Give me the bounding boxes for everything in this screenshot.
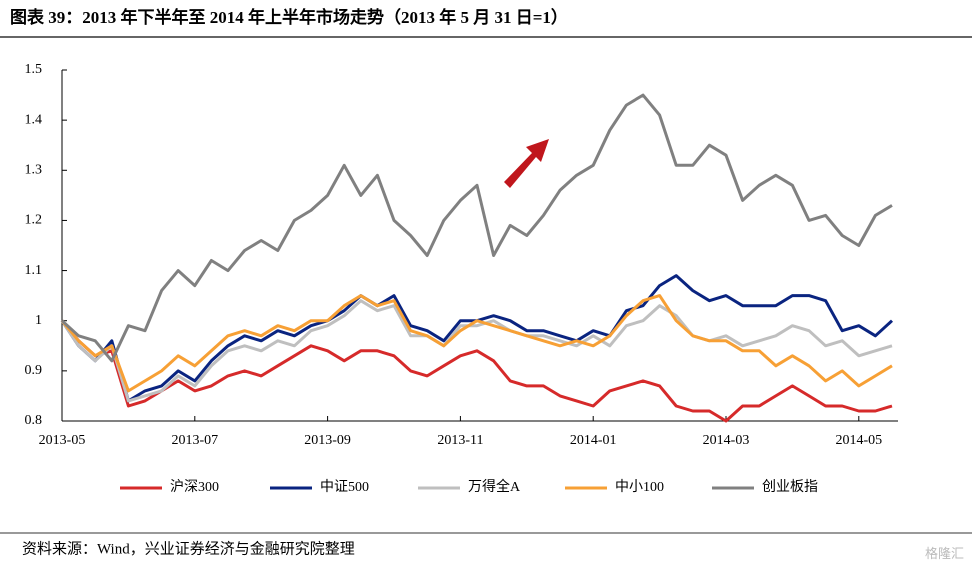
watermark: 格隆汇	[925, 546, 964, 561]
x-tick-label: 2013-07	[171, 433, 218, 448]
y-tick-label: 1.1	[25, 263, 43, 278]
series-line	[60, 319, 893, 423]
chart-title: 图表 39：2013 年下半年至 2014 年上半年市场走势（2013 年 5 …	[10, 7, 568, 27]
y-tick-label: 0.9	[25, 363, 43, 378]
y-tick-label: 1.3	[25, 163, 43, 178]
y-tick-label: 1.5	[25, 62, 43, 77]
y-tick-label: 1.4	[25, 112, 43, 127]
y-tick-label: 1.2	[25, 213, 43, 228]
trend-arrow	[504, 139, 549, 188]
x-tick-label: 2014-03	[703, 433, 750, 448]
y-tick-label: 1	[35, 313, 42, 328]
legend-label: 沪深300	[170, 479, 219, 495]
y-tick-label: 0.8	[25, 413, 43, 428]
series-line	[60, 299, 893, 403]
x-tick-label: 2013-09	[304, 433, 351, 448]
legend-label: 万得全A	[468, 478, 521, 495]
series-line	[60, 294, 893, 393]
legend-label: 中证500	[320, 479, 369, 495]
x-tick-label: 2014-05	[835, 433, 882, 448]
source: 资料来源：Wind，兴业证券经济与金融研究院整理	[22, 539, 355, 557]
legend-label: 创业板指	[762, 479, 818, 495]
x-tick-label: 2014-01	[570, 433, 617, 448]
x-tick-label: 2013-11	[437, 433, 483, 448]
legend-label: 中小100	[615, 479, 664, 495]
series-line	[60, 93, 893, 363]
x-tick-label: 2013-05	[39, 433, 86, 448]
